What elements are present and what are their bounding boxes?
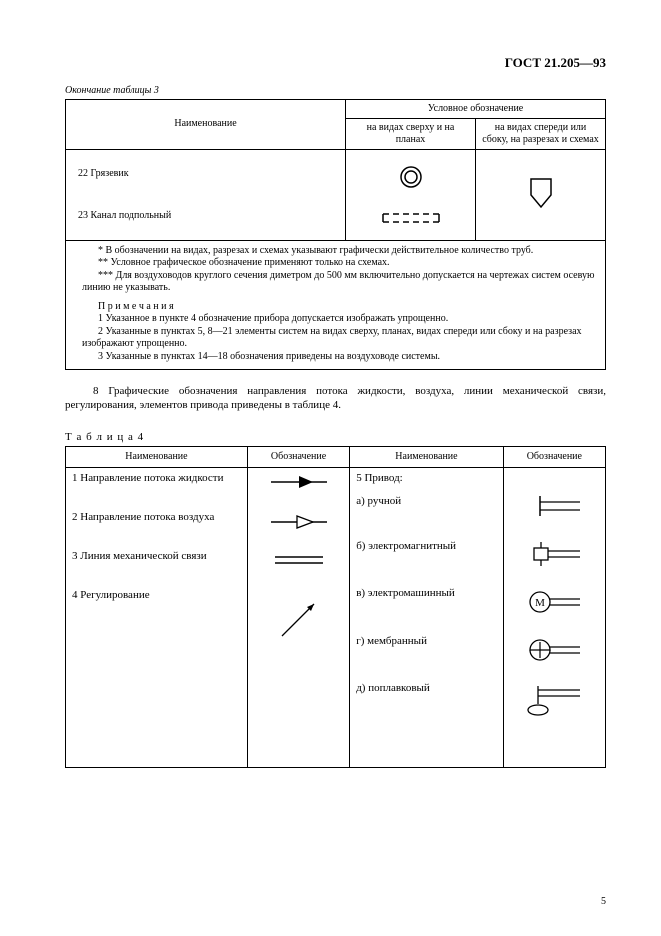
svg-text:М: М xyxy=(535,597,545,609)
t4-left-names: 1 Направление потока жид­кости 2 Направл… xyxy=(66,467,248,767)
note-1: 1 Указанное в пункте 4 обозначение прибо… xyxy=(82,313,595,326)
motor-drive-icon: М xyxy=(524,588,584,616)
t4-rd: г) мембранный xyxy=(356,635,496,648)
standard-code: ГОСТ 21.205—93 xyxy=(65,55,606,71)
t4-l2: 2 Направление потока воз­духа xyxy=(72,511,241,524)
t3-head-front: на видах спереди или сбоку, на разрезах … xyxy=(476,118,606,149)
note-3: 3 Указанные в пунктах 14—18 обозначения … xyxy=(82,351,595,364)
diaphragm-drive-icon xyxy=(524,636,584,664)
solenoid-drive-icon xyxy=(524,540,584,568)
t4-rb: б) электромагнитный xyxy=(356,540,496,553)
page-number: 5 xyxy=(601,896,606,908)
t4-h-sym-r: Обозначение xyxy=(503,446,605,467)
table4-caption: Т а б л и ц а 4 xyxy=(65,431,606,444)
t4-rc: в) электромашинный xyxy=(356,587,496,600)
diagonal-arrow-icon xyxy=(274,594,324,644)
t4-h-sym-l: Обозначение xyxy=(247,446,349,467)
t4-l4: 4 Регулирование xyxy=(72,589,241,602)
t3-head-top: на видах сверху и на планах xyxy=(346,118,476,149)
shield-icon xyxy=(527,175,555,211)
footnote-2: ** Условное графическое обозначение прим… xyxy=(82,257,595,270)
float-drive-icon xyxy=(524,684,584,718)
table3-caption: Окончание таблицы 3 xyxy=(65,85,606,97)
note-2: 2 Указанные в пунктах 5, 8—21 элементы с… xyxy=(82,326,595,351)
t4-right-symbols: М xyxy=(503,467,605,767)
t4-l3: 3 Линия механической связи xyxy=(72,550,241,563)
open-arrow-icon xyxy=(269,512,329,532)
t4-left-symbols xyxy=(247,467,349,767)
t4-ra: а) ручной xyxy=(356,495,496,508)
t3-head-symbol: Условное обозначение xyxy=(346,99,606,118)
double-circle-icon xyxy=(395,161,427,193)
t3-row23-name: 23 Канал подпольный xyxy=(78,202,333,230)
double-line-icon xyxy=(269,554,329,566)
footnote-3: *** Для воздуховодов круглого сечения ди… xyxy=(82,270,595,295)
manual-drive-icon xyxy=(524,494,584,518)
table3-footnotes: * В обозначении на видах, разрезах и схе… xyxy=(65,241,606,371)
t4-re: д) поплавковый xyxy=(356,682,496,695)
t4-r5: 5 Привод: xyxy=(356,472,496,485)
t3-symcell-top xyxy=(346,149,476,240)
paragraph-8: 8 Графические обозначения направления по… xyxy=(65,384,606,413)
t4-h-name-r: Наименование xyxy=(350,446,503,467)
table4: Наименование Обозначение Наименование Об… xyxy=(65,446,606,768)
t3-row22-name: 22 Грязевик xyxy=(78,160,333,188)
t4-l1: 1 Направление потока жид­кости xyxy=(72,472,241,485)
solid-arrow-icon xyxy=(269,472,329,492)
t4-h-name-l: Наименование xyxy=(66,446,248,467)
notes-title: П р и м е ч а н и я xyxy=(82,301,595,314)
t3-head-name: Наименование xyxy=(66,99,346,149)
t4-right-names: 5 Привод: а) ручной б) электромагнитный … xyxy=(350,467,503,767)
footnote-1: * В обозначении на видах, разрезах и схе… xyxy=(82,245,595,258)
table3: Наименование Условное обозначение на вид… xyxy=(65,99,606,241)
dashed-channel-icon xyxy=(379,211,443,225)
t3-symcell-front xyxy=(476,149,606,240)
